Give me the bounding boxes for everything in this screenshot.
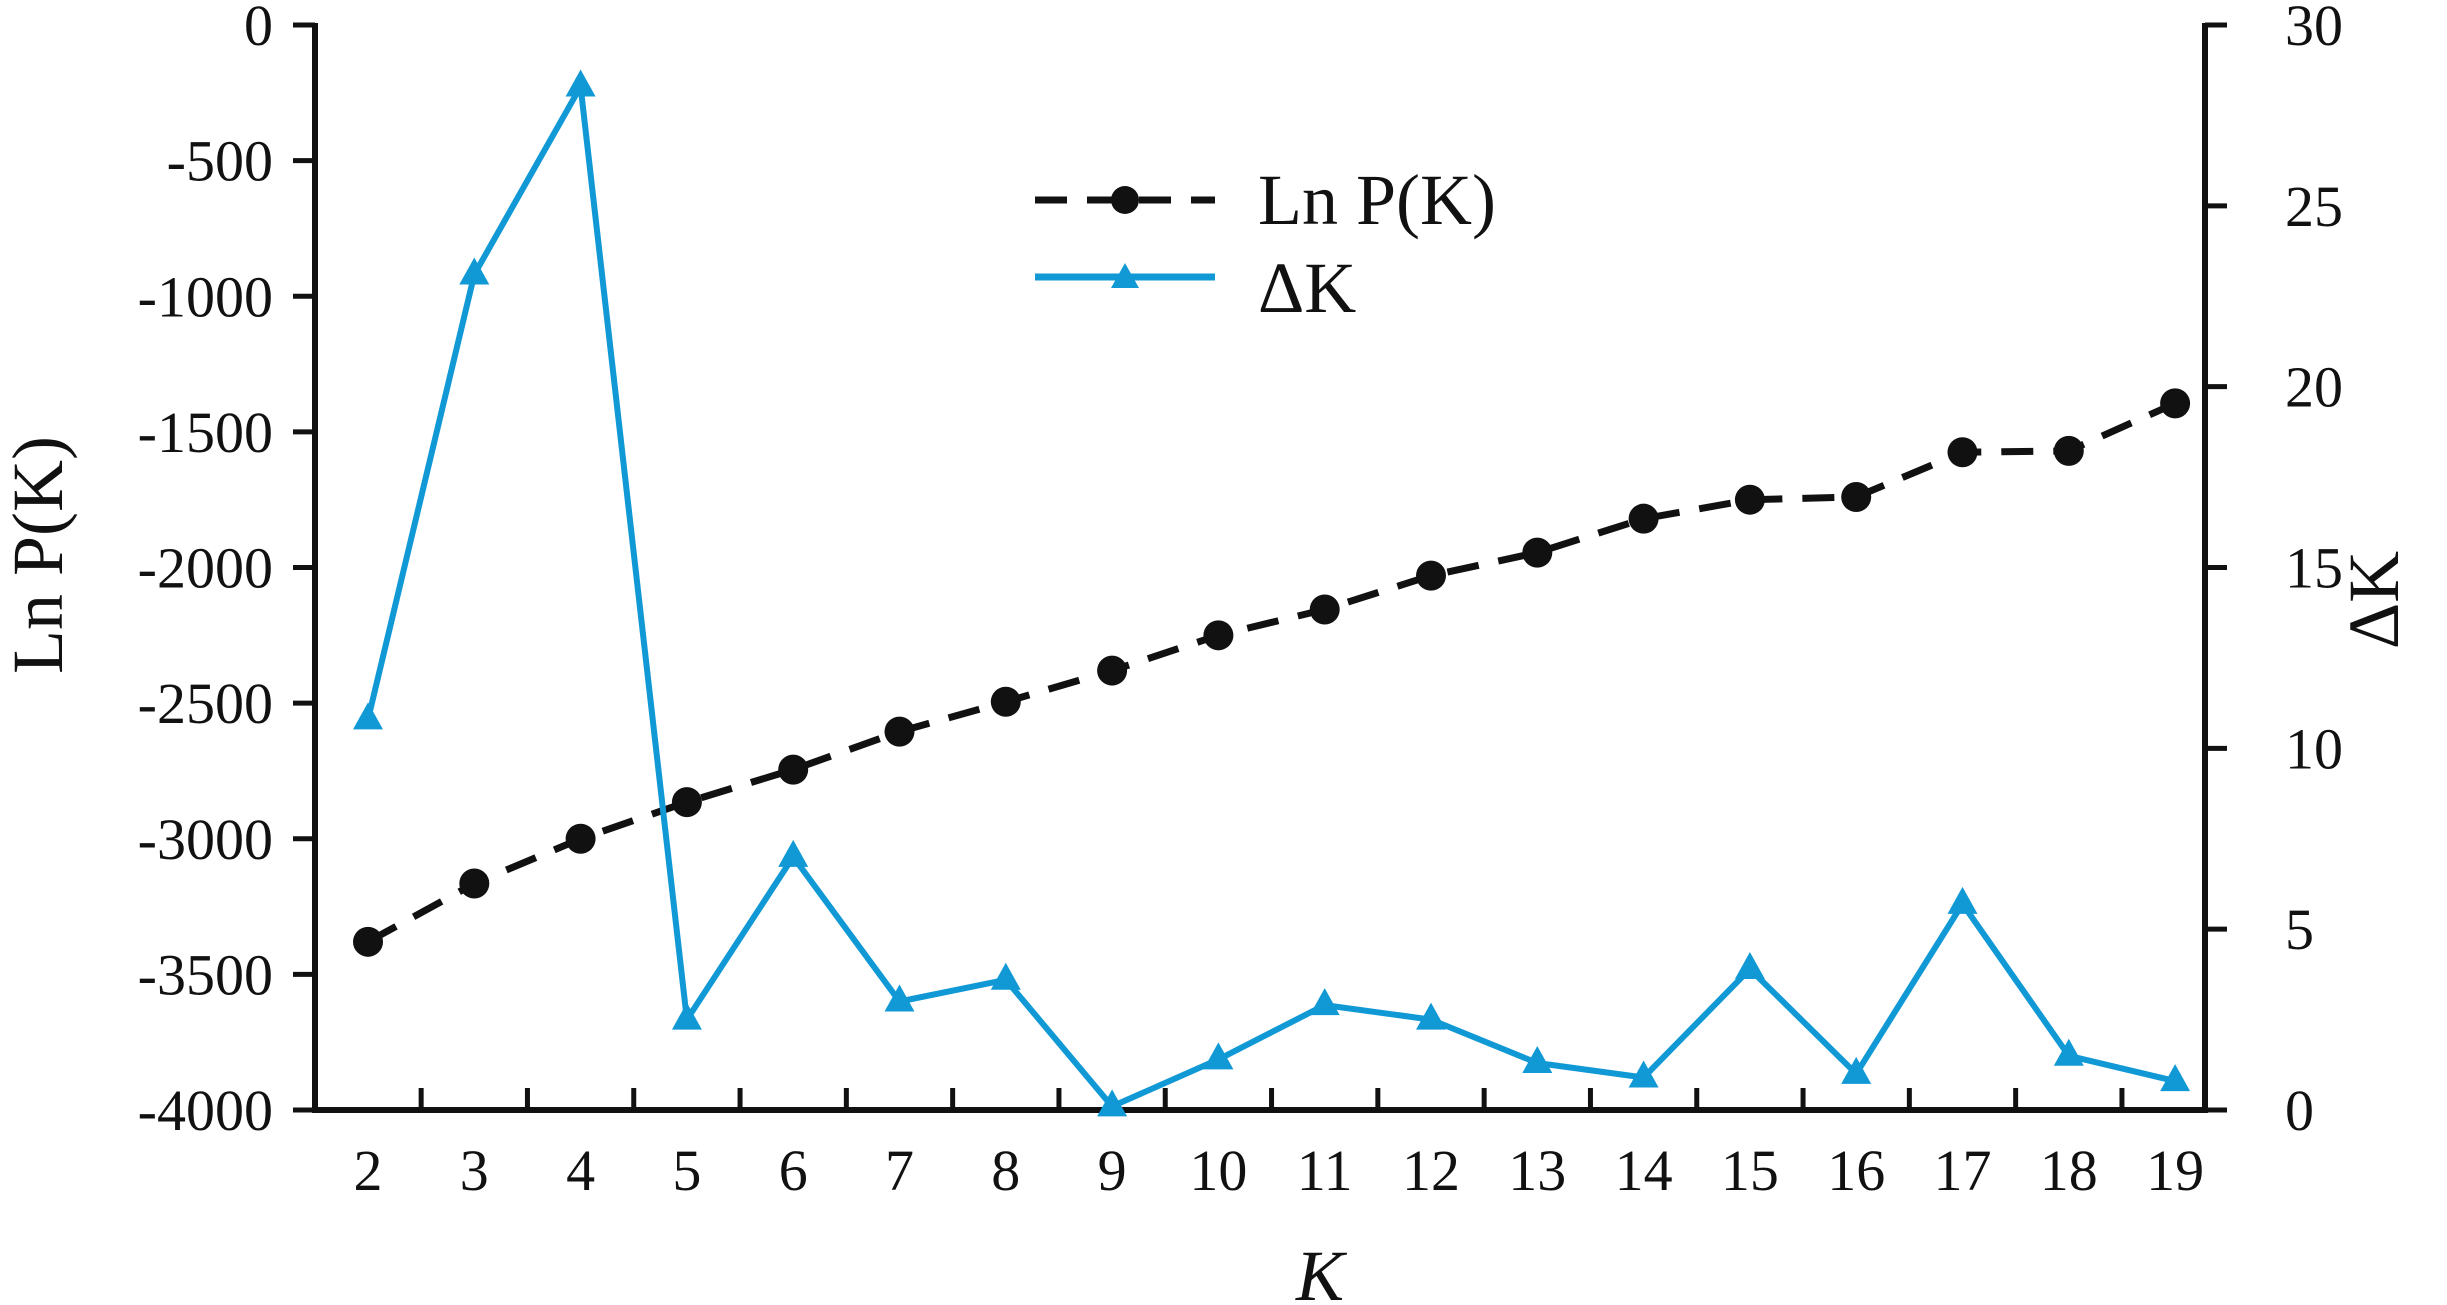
x-tick-label: 13 bbox=[1508, 1138, 1566, 1203]
lnpk-point bbox=[353, 926, 383, 957]
deltak-point bbox=[1097, 1089, 1128, 1117]
x-tick-label: 3 bbox=[460, 1138, 489, 1203]
lnpk-point bbox=[1628, 503, 1659, 534]
right-tick-label: 20 bbox=[2285, 355, 2343, 420]
series-line-1 bbox=[365, 83, 2176, 1110]
lnpk-point bbox=[565, 823, 596, 854]
x-tick-label: 12 bbox=[1402, 1138, 1460, 1203]
deltak-point bbox=[459, 257, 490, 285]
left-tick-label: -3500 bbox=[138, 942, 273, 1007]
lnpk-point bbox=[671, 787, 702, 818]
legend: Ln P(K) ΔK bbox=[1035, 160, 1496, 328]
legend-lnpk-label: Ln P(K) bbox=[1258, 160, 1496, 240]
lnpk-point bbox=[1734, 484, 1765, 515]
x-tick-label: 10 bbox=[1189, 1138, 1247, 1203]
left-tick-label: -4000 bbox=[138, 1078, 273, 1143]
lnpk-point bbox=[1203, 620, 1234, 651]
right-tick-label: 5 bbox=[2285, 897, 2314, 962]
left-tick-label: -2000 bbox=[138, 536, 273, 601]
x-tick-label: 15 bbox=[1721, 1138, 1779, 1203]
x-tick-label: 8 bbox=[991, 1138, 1020, 1203]
x-tick-label: 5 bbox=[672, 1138, 701, 1203]
lnpk-point bbox=[2160, 388, 2191, 419]
lnpk-point bbox=[1841, 481, 1872, 512]
right-tick-label: 25 bbox=[2285, 174, 2343, 239]
lnpk-point bbox=[2053, 435, 2084, 466]
left-tick-label: -1500 bbox=[138, 400, 273, 465]
lnpk-point bbox=[1309, 594, 1340, 625]
left-tick-label: -1000 bbox=[138, 264, 273, 329]
right-tick-label: 15 bbox=[2285, 536, 2343, 601]
lnpk-point bbox=[990, 686, 1021, 717]
deltak-point bbox=[1947, 886, 1978, 914]
deltak-point bbox=[1734, 951, 1765, 979]
deltak-point bbox=[565, 69, 596, 97]
x-tick-label: 7 bbox=[885, 1138, 914, 1203]
x-tick-label: 11 bbox=[1297, 1138, 1353, 1203]
deltak-point bbox=[1203, 1042, 1234, 1070]
deltak-point bbox=[1522, 1045, 1553, 1073]
right-tick-label: 0 bbox=[2285, 1078, 2314, 1143]
deltak-point bbox=[1628, 1060, 1659, 1088]
lnpk-point bbox=[459, 868, 490, 899]
left-axis-title: Ln P(K) bbox=[0, 436, 78, 674]
legend-deltak-label: ΔK bbox=[1258, 248, 1356, 328]
lnpk-point bbox=[1947, 437, 1978, 468]
right-tick-label: 10 bbox=[2285, 716, 2343, 781]
x-tick-label: 6 bbox=[779, 1138, 808, 1203]
right-tick-label: 30 bbox=[2285, 0, 2343, 58]
legend-deltak-marker bbox=[1111, 263, 1139, 288]
ticks: 0 -500 -1000 -1500 -2000 -2500 -3000 -3500 -4000… bbox=[138, 0, 2343, 1203]
x-tick-label: 4 bbox=[566, 1138, 595, 1203]
deltak-point bbox=[990, 962, 1021, 990]
x-tick-label: 19 bbox=[2146, 1138, 2204, 1203]
x-tick-label: 18 bbox=[2040, 1138, 2098, 1203]
deltak-point bbox=[2160, 1064, 2191, 1092]
deltak-point bbox=[1841, 1056, 1872, 1084]
lnpk-point bbox=[884, 716, 915, 747]
deltak-point bbox=[1309, 988, 1340, 1016]
deltak-point bbox=[778, 839, 809, 867]
left-tick-label: -3000 bbox=[138, 807, 273, 872]
x-tick-label: 17 bbox=[1934, 1138, 1992, 1203]
x-tick-label: 9 bbox=[1098, 1138, 1127, 1203]
x-tick-label: 14 bbox=[1615, 1138, 1673, 1203]
deltak-point bbox=[671, 1002, 702, 1030]
lnpk-point bbox=[778, 754, 809, 785]
deltak-point bbox=[884, 984, 915, 1012]
x-tick-label: 16 bbox=[1827, 1138, 1885, 1203]
deltak-point bbox=[353, 702, 383, 730]
left-tick-label: -2500 bbox=[138, 671, 273, 736]
series-line-0 bbox=[366, 400, 2177, 945]
left-tick-label: -500 bbox=[167, 129, 273, 194]
lnpk-point bbox=[1416, 560, 1446, 591]
left-tick-label: 0 bbox=[244, 0, 273, 58]
right-axis-title: ΔK bbox=[2334, 551, 2414, 649]
deltak-point bbox=[2053, 1038, 2084, 1066]
series-layer bbox=[353, 69, 2191, 1117]
legend-lnpk-marker bbox=[1111, 186, 1139, 214]
deltak-point bbox=[1416, 1002, 1446, 1030]
x-tick-label: 2 bbox=[354, 1138, 383, 1203]
lnpk-point bbox=[1522, 537, 1553, 568]
lnpk-point bbox=[1097, 655, 1128, 686]
x-axis-title: K bbox=[1295, 1236, 1348, 1305]
